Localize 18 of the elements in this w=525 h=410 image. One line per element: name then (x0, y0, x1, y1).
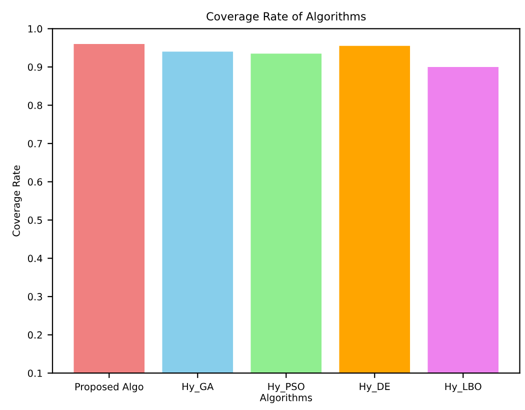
y-tick-label: 0.5 (28, 216, 42, 224)
chart-title: Coverage Rate of Algorithms (206, 12, 366, 23)
y-tick-label: 0.6 (28, 178, 42, 186)
y-tick-label: 0.4 (28, 254, 42, 262)
y-tick-label: 0.7 (28, 140, 42, 148)
y-tick-label: 0.9 (28, 63, 42, 71)
y-tick-label: 0.1 (28, 370, 42, 377)
x-tick-label: Hy_DE (360, 382, 390, 392)
y-tick-label: 0.3 (28, 293, 42, 300)
x-axis-title: Algorithms (260, 394, 312, 404)
y-tick-label: 0.8 (28, 102, 42, 110)
y-axis-title: Coverage Rate (12, 165, 22, 236)
x-tick-label: Hy_GA (182, 382, 214, 392)
y-tick-label: 1.0 (28, 25, 42, 33)
x-tick-label: Hy_LBO (445, 382, 482, 392)
y-tick-label: 0.2 (28, 331, 42, 339)
x-tick-label: Hy_PSO (268, 382, 304, 392)
x-tick-label: Proposed Algo (75, 382, 144, 392)
